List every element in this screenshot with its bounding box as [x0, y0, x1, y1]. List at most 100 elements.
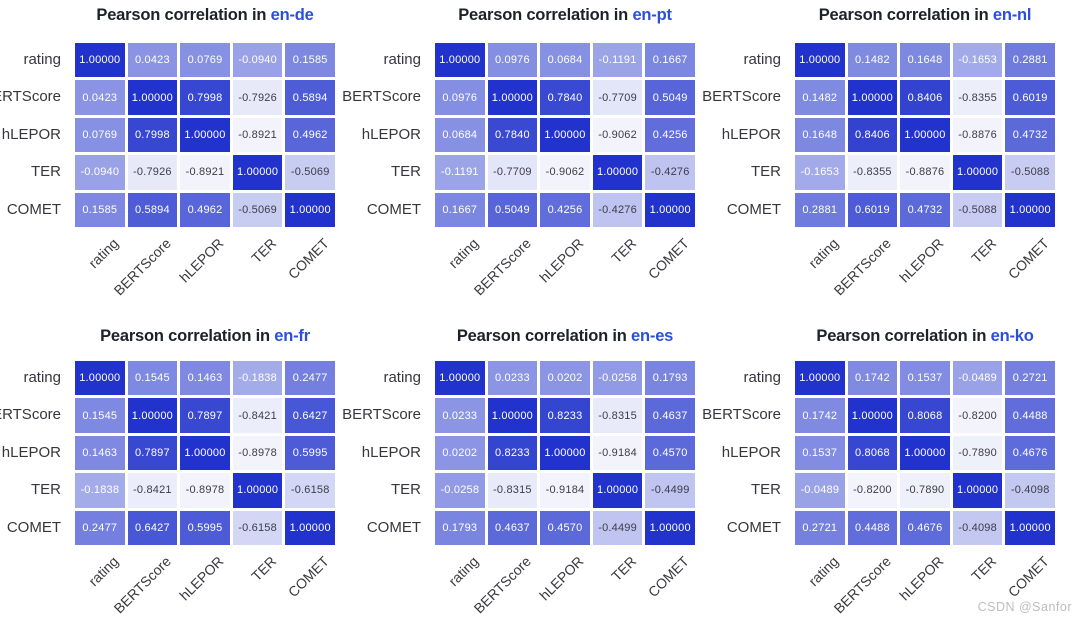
heatmap-cell: -0.4499 — [592, 510, 643, 545]
heatmap-grid: 1.00000 0.1545 0.1463 -0.1838 0.2477 0.1545 1.… — [75, 361, 335, 545]
col-label-comet: COMET — [1004, 553, 1052, 601]
x-axis-labels: rating BERTScore hLEPOR TER COMET — [75, 231, 335, 307]
row-label-bertscore: BERTScore — [342, 406, 421, 424]
row-label-rating: rating — [23, 51, 61, 68]
heatmap-cell: -0.7926 — [232, 80, 283, 115]
col-label-rating: rating — [445, 553, 482, 590]
heatmap-cell: -0.8921 — [180, 155, 230, 190]
heatmap-cell: 0.1537 — [795, 435, 845, 471]
y-axis-labels: rating BERTScore hLEPOR TER COMET — [702, 361, 788, 545]
col-label-rating: rating — [85, 235, 122, 272]
row-label-ter: TER — [391, 163, 421, 181]
heatmap-cell: -0.7709 — [487, 155, 538, 190]
heatmap-panel-en-pt: Pearson correlation in en-pt rating BERTSc… — [342, 0, 720, 310]
row-label-ter: TER — [751, 163, 781, 181]
heatmap-cell: 0.1793 — [435, 510, 485, 545]
heatmap-cell: 1.00000 — [487, 80, 538, 115]
row-label-bertscore: BERTScore — [702, 88, 781, 106]
heatmap-cell: 1.00000 — [285, 510, 335, 545]
heatmap-grid: 1.00000 0.0233 0.0202 -0.0258 0.1793 0.0233 1.… — [435, 361, 695, 545]
y-axis-labels: rating BERTScore hLEPOR TER COMET — [342, 361, 428, 545]
heatmap-cell: 1.00000 — [900, 117, 950, 153]
panel-title: Pearson correlation in en-pt — [435, 6, 695, 25]
heatmap-cell: 0.2477 — [75, 510, 125, 545]
heatmap-cell: -0.1191 — [592, 43, 643, 78]
heatmap-cell: 0.7840 — [487, 117, 538, 153]
heatmap-cell: 0.2881 — [1005, 43, 1055, 78]
heatmap-cell: -0.4276 — [645, 155, 695, 190]
heatmap-cell: -0.8978 — [232, 435, 283, 471]
heatmap-cell: -0.8355 — [847, 155, 898, 190]
heatmap-cell: 0.0769 — [75, 117, 125, 153]
heatmap-cell: 0.1585 — [75, 192, 125, 227]
row-label-bertscore: BERTScore — [0, 406, 61, 424]
heatmap-cell: 0.0202 — [435, 435, 485, 471]
heatmap-cell: 0.4637 — [645, 398, 695, 433]
x-axis-labels: rating BERTScore hLEPOR TER COMET — [75, 549, 335, 625]
heatmap-cell: 1.00000 — [1005, 192, 1055, 227]
heatmap-cell: -0.0940 — [232, 43, 283, 78]
heatmap-cell: 0.4256 — [645, 117, 695, 153]
heatmap-cell: 0.1537 — [900, 361, 950, 396]
col-label-comet: COMET — [644, 235, 692, 283]
heatmap-cell: -0.8876 — [952, 117, 1003, 153]
heatmap-cell: -0.1653 — [795, 155, 845, 190]
panel-title-lang: en-ko — [990, 327, 1034, 345]
heatmap-cell: -0.8315 — [487, 473, 538, 508]
heatmap-cell: 0.1545 — [127, 361, 178, 396]
heatmap-cell: 1.00000 — [645, 510, 695, 545]
heatmap-cell: 0.1742 — [795, 398, 845, 433]
heatmap-cell: -0.1653 — [952, 43, 1003, 78]
heatmap-cell: 1.00000 — [127, 398, 178, 433]
heatmap-cell: 1.00000 — [795, 361, 845, 396]
y-axis-labels: rating BERTScore hLEPOR TER COMET — [0, 43, 68, 227]
heatmap-cell: -0.6158 — [285, 473, 335, 508]
row-label-bertscore: BERTScore — [702, 406, 781, 424]
heatmap-cell: -0.7890 — [900, 473, 950, 508]
panel-title: Pearson correlation in en-ko — [795, 327, 1055, 346]
heatmap-cell: 1.00000 — [75, 43, 125, 78]
heatmap-cell: 0.4488 — [847, 510, 898, 545]
heatmap-cell: 0.2881 — [795, 192, 845, 227]
heatmap-cell: -0.8421 — [127, 473, 178, 508]
heatmap-cell: 1.00000 — [540, 435, 590, 471]
heatmap-panel-en-fr: Pearson correlation in en-fr rating BERTSc… — [0, 310, 360, 619]
panel-title-prefix: Pearson correlation in — [100, 327, 275, 345]
heatmap-cell: 1.00000 — [645, 192, 695, 227]
heatmap-cell: 0.0423 — [75, 80, 125, 115]
heatmap-cell: 1.00000 — [127, 80, 178, 115]
col-label-hlepor: hLEPOR — [895, 235, 947, 286]
row-label-ter: TER — [751, 481, 781, 499]
heatmap-cell: 0.1463 — [180, 361, 230, 396]
heatmap-grid: 1.00000 0.0976 0.0684 -0.1191 0.1667 0.0976 1.… — [435, 43, 695, 227]
col-label-hlepor: hLEPOR — [535, 553, 587, 604]
heatmap-cell: -0.8315 — [592, 398, 643, 433]
x-axis-labels: rating BERTScore hLEPOR TER COMET — [435, 231, 695, 307]
col-label-rating: rating — [805, 235, 842, 272]
heatmap-cell: 0.0769 — [180, 43, 230, 78]
heatmap-cell: 0.0233 — [435, 398, 485, 433]
panel-title-prefix: Pearson correlation in — [458, 6, 633, 24]
heatmap-cell: 0.1482 — [847, 43, 898, 78]
heatmap-cell: -0.1838 — [232, 361, 283, 396]
heatmap-cell: -0.8876 — [900, 155, 950, 190]
row-label-rating: rating — [383, 51, 421, 68]
col-label-ter: TER — [607, 553, 639, 585]
y-axis-labels: rating BERTScore hLEPOR TER COMET — [0, 361, 68, 545]
panel-title: Pearson correlation in en-de — [75, 6, 335, 25]
heatmap-grid: 1.00000 0.0423 0.0769 -0.0940 0.1585 0.0423 1.… — [75, 43, 335, 227]
col-label-ter: TER — [247, 553, 279, 585]
heatmap-cell: 0.5894 — [285, 80, 335, 115]
heatmap-cell: 0.1545 — [75, 398, 125, 433]
heatmap-cell: -0.9184 — [540, 473, 590, 508]
heatmap-panel-en-es: Pearson correlation in en-es rating BERTSc… — [342, 310, 720, 619]
panel-title-lang: en-nl — [992, 6, 1032, 24]
heatmap-cell: 1.00000 — [592, 155, 643, 190]
heatmap-cell: 1.00000 — [592, 473, 643, 508]
heatmap-cell: 0.4637 — [487, 510, 538, 545]
heatmap-cell: -0.5088 — [1005, 155, 1055, 190]
heatmap-cell: -0.4499 — [645, 473, 695, 508]
heatmap-cell: 1.00000 — [540, 117, 590, 153]
col-label-comet: COMET — [1004, 235, 1052, 283]
heatmap-cell: 0.7998 — [127, 117, 178, 153]
